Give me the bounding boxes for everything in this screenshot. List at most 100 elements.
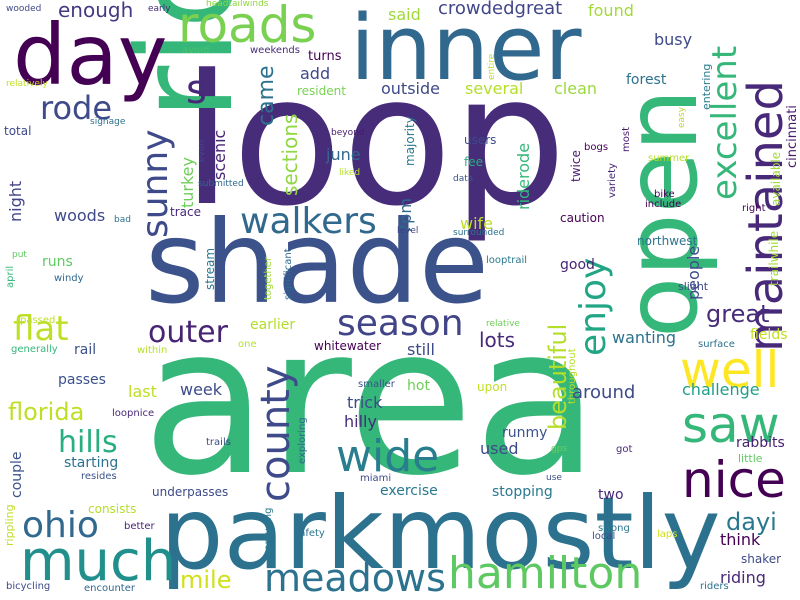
word: passes	[58, 372, 106, 388]
word: week	[180, 380, 223, 399]
word: windy	[54, 273, 84, 284]
word: dayi	[726, 508, 777, 536]
word: data	[453, 174, 474, 184]
word: safety	[294, 528, 325, 539]
word: loop	[182, 37, 567, 246]
word: shaker	[741, 552, 782, 566]
word: crowdedgreat	[438, 0, 563, 19]
word: entering	[700, 63, 713, 110]
word: two	[598, 487, 624, 503]
word: wooded	[6, 4, 42, 14]
word: trick	[347, 393, 383, 412]
word: northwest	[637, 234, 698, 248]
word: runs	[42, 254, 73, 270]
word: hilly	[344, 412, 377, 431]
word: caution	[560, 211, 605, 225]
word: runmy	[502, 425, 548, 441]
word: even	[197, 139, 207, 162]
word: excellent	[705, 45, 745, 200]
word: rabbits	[736, 435, 785, 451]
word: twice	[569, 150, 583, 182]
word: roads	[178, 0, 317, 54]
word: weekends	[250, 45, 300, 56]
word: bicycling	[6, 581, 51, 592]
word: trace	[170, 205, 201, 219]
word: together	[263, 256, 274, 300]
word: surface	[698, 339, 735, 350]
word: better	[124, 521, 155, 532]
word: hamilton	[448, 548, 643, 599]
word: signage	[90, 117, 126, 127]
word: local	[592, 531, 616, 542]
word: stream	[203, 247, 217, 290]
word: total	[4, 124, 32, 138]
word: significant	[283, 248, 294, 300]
word: much	[20, 529, 177, 594]
word: florida	[8, 398, 85, 426]
word: earlier	[250, 317, 296, 333]
word: passed	[20, 315, 56, 326]
word: level	[397, 226, 419, 236]
word: inner	[350, 0, 582, 101]
word: rippling	[3, 504, 16, 546]
word: easy	[677, 106, 687, 128]
word: nice	[682, 451, 786, 509]
word: beyond	[331, 128, 365, 138]
word: variety	[607, 163, 618, 198]
word: fields	[750, 327, 788, 343]
word: riderode	[514, 142, 533, 210]
word: rail	[74, 342, 97, 358]
word: early	[148, 4, 171, 14]
word: s	[186, 67, 207, 113]
word: add	[300, 64, 331, 83]
word: resident	[297, 84, 346, 98]
word: sunny	[135, 129, 176, 238]
word: use	[546, 473, 562, 483]
word: fee	[464, 155, 483, 169]
word: strong	[598, 523, 630, 534]
word: little	[738, 452, 763, 465]
word: riders	[700, 581, 729, 592]
word: walkers	[240, 201, 377, 242]
word: around	[572, 382, 636, 403]
word: confusing	[263, 507, 274, 557]
word: ohio	[22, 505, 99, 546]
word: wide	[336, 431, 440, 482]
word: meadows	[264, 556, 446, 600]
word: used	[480, 439, 519, 458]
word: mile	[180, 566, 232, 594]
word: rode	[40, 89, 113, 127]
word: turns	[308, 49, 342, 64]
word: consists	[88, 502, 137, 516]
word: avoid	[182, 45, 210, 56]
word: several	[465, 79, 524, 98]
word: sections	[278, 113, 302, 196]
word: one	[238, 339, 257, 350]
word: starting	[64, 455, 119, 471]
word: woods	[54, 206, 106, 225]
word: relative	[486, 319, 520, 329]
word: wife	[460, 214, 494, 233]
word: well	[680, 341, 780, 399]
word: busy	[654, 30, 693, 49]
word: entire	[487, 53, 497, 80]
word: whitewater	[314, 339, 382, 353]
word: think	[720, 530, 761, 549]
word: miami	[360, 473, 392, 484]
word: couple	[9, 451, 25, 498]
word: saw	[682, 396, 780, 454]
word: submitted	[198, 179, 244, 189]
word: underpasses	[152, 485, 229, 499]
word: turkey	[178, 157, 197, 208]
word: relatively	[6, 79, 48, 89]
word: hot	[407, 378, 430, 394]
word: wanting	[612, 328, 677, 347]
word: april	[5, 265, 16, 288]
word: shade	[145, 196, 490, 329]
word: june	[326, 145, 361, 164]
word: surrounded	[453, 228, 505, 238]
word: exploring	[297, 417, 308, 464]
word: headtailwinds	[206, 0, 269, 9]
word: within	[137, 345, 168, 356]
word: found	[588, 1, 634, 20]
